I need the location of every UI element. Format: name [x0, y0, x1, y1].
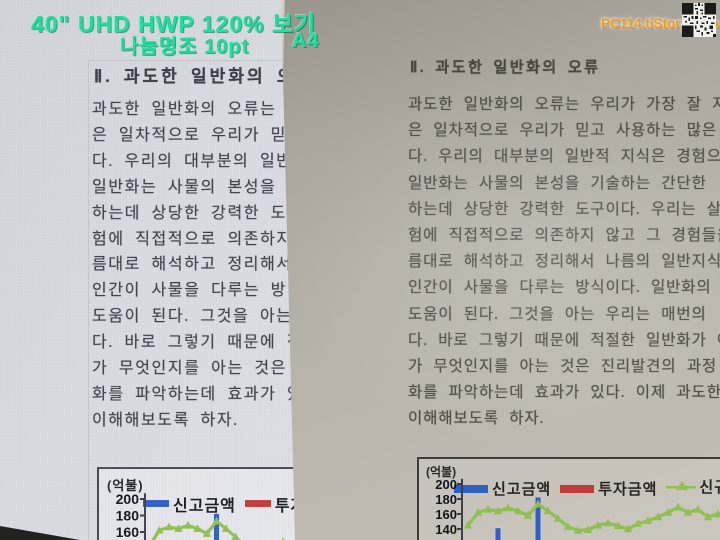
legend-item: 신고금액	[454, 478, 551, 499]
screen-doc-line: 과도한 일반화의 오류는 우	[92, 101, 304, 118]
legend-item: 신고금액	[143, 492, 236, 516]
screen-doc-line: 가 무엇인지를 아는 것은	[92, 360, 288, 378]
paper-doc-line: 가 무엇인지를 아는 것은 진리발견의 과정	[408, 358, 718, 376]
paper-doc-line: 름대로 해석하고 정리해서 나름의 일반지식	[408, 253, 720, 271]
screen-doc-line: 이해해보도록 하자.	[92, 411, 239, 429]
screen-doc-line: 화를 파악하는데 효과가 있	[92, 385, 304, 403]
chart-unit-label: (억불)	[107, 478, 144, 493]
hwp-margin-guide-horizontal	[88, 60, 340, 61]
paper-doc-line: 일반화는 사물의 본성을 기술하는 간단한	[408, 174, 707, 192]
qr-code-icon	[682, 3, 716, 37]
screen-doc-line: 도움이 된다. 그것을 아는	[92, 308, 293, 326]
chart-unit-label: (억불)	[426, 465, 457, 479]
paper-doc-title: Ⅱ. 과도한 일반화의 오류	[410, 60, 601, 76]
legend-label: 투자금액	[598, 481, 658, 498]
screen-doc-line: 인간이 사물을 다루는 방	[92, 282, 288, 300]
paper-doc-line: 인간이 사물을 다루는 방식이다. 일반화의	[408, 279, 712, 297]
screen-doc-line: 름대로 해석하고 정리해서	[92, 256, 293, 274]
hwp-margin-guide-vertical	[88, 60, 89, 540]
chart-legend: 신고금액 투자금액 신규법인수	[454, 476, 720, 499]
svg-text:180: 180	[435, 492, 457, 507]
paper-doc-line: 이해해보도록 하자.	[408, 410, 545, 428]
screen-doc-line: 하는데 상당한 강력한 도	[92, 204, 288, 222]
legend-label: 신고금액	[173, 497, 236, 515]
paper-doc-line: 하는데 상당한 강력한 도구이다. 우리는 살	[408, 200, 720, 218]
annotation-display-info: 40" UHD HWP 120% 보기	[31, 11, 317, 37]
screen-doc-line: 은 일차적으로 우리가 믿	[92, 126, 288, 144]
paper-doc-line: 화를 파악하는데 효과가 있다. 이제 과도한	[408, 384, 720, 402]
paper-doc-line: 과도한 일반화의 오류는 우리가 가장 잘 저	[408, 96, 720, 113]
bar-swatch-icon	[454, 484, 488, 493]
bar-swatch-icon	[143, 500, 169, 507]
screen-doc-body: 과도한 일반화의 오류는 우 은 일차적으로 우리가 믿 다. 우리의 대부분의…	[92, 97, 303, 434]
screen-doc-line: 일반화는 사물의 본성을 기	[92, 178, 304, 196]
svg-text:140: 140	[435, 522, 457, 537]
legend-label: 신고금액	[492, 481, 552, 498]
svg-text:160: 160	[435, 507, 457, 522]
paper-doc-body: 과도한 일반화의 오류는 우리가 가장 잘 저 은 일차적으로 우리가 믿고 사…	[408, 92, 720, 433]
legend-item: 신규법인수	[666, 476, 720, 497]
line-swatch-icon	[666, 480, 697, 493]
svg-text:180: 180	[116, 508, 140, 524]
screen-doc-line: 다. 바로 그렇기 때문에 적	[92, 334, 304, 352]
bar-swatch-icon	[244, 500, 271, 507]
svg-text:200: 200	[116, 491, 140, 507]
legend-label: 신규법인수	[699, 479, 720, 496]
paper-doc-line: 다. 바로 그렇기 때문에 적절한 일반화가 어	[408, 331, 720, 349]
paper-doc-line: 은 일차적으로 우리가 믿고 사용하는 많은	[408, 122, 718, 140]
screen-doc-line: 다. 우리의 대부분의 일반	[92, 152, 293, 170]
annotation-paper-size: A4	[292, 30, 320, 52]
annotation-font-info: 나눔명조 10pt	[120, 36, 250, 58]
bar-swatch-icon	[560, 484, 595, 493]
legend-item: 투자금액	[560, 478, 657, 499]
screen-doc-title: Ⅱ. 과도한 일반화의 오류	[94, 67, 315, 86]
paper-doc-line: 험에 직접적으로 의존하지 않고 그 경험들을	[408, 227, 720, 245]
paper-doc-line: 도움이 된다. 그것을 아는 우리는 매번의	[408, 305, 707, 323]
svg-text:200: 200	[435, 477, 457, 492]
svg-text:160: 160	[116, 524, 140, 540]
screen-doc-line: 험에 직접적으로 의존하지	[92, 230, 293, 248]
paper-doc-line: 다. 우리의 대부분의 일반적 지식은 경험으	[408, 148, 720, 166]
